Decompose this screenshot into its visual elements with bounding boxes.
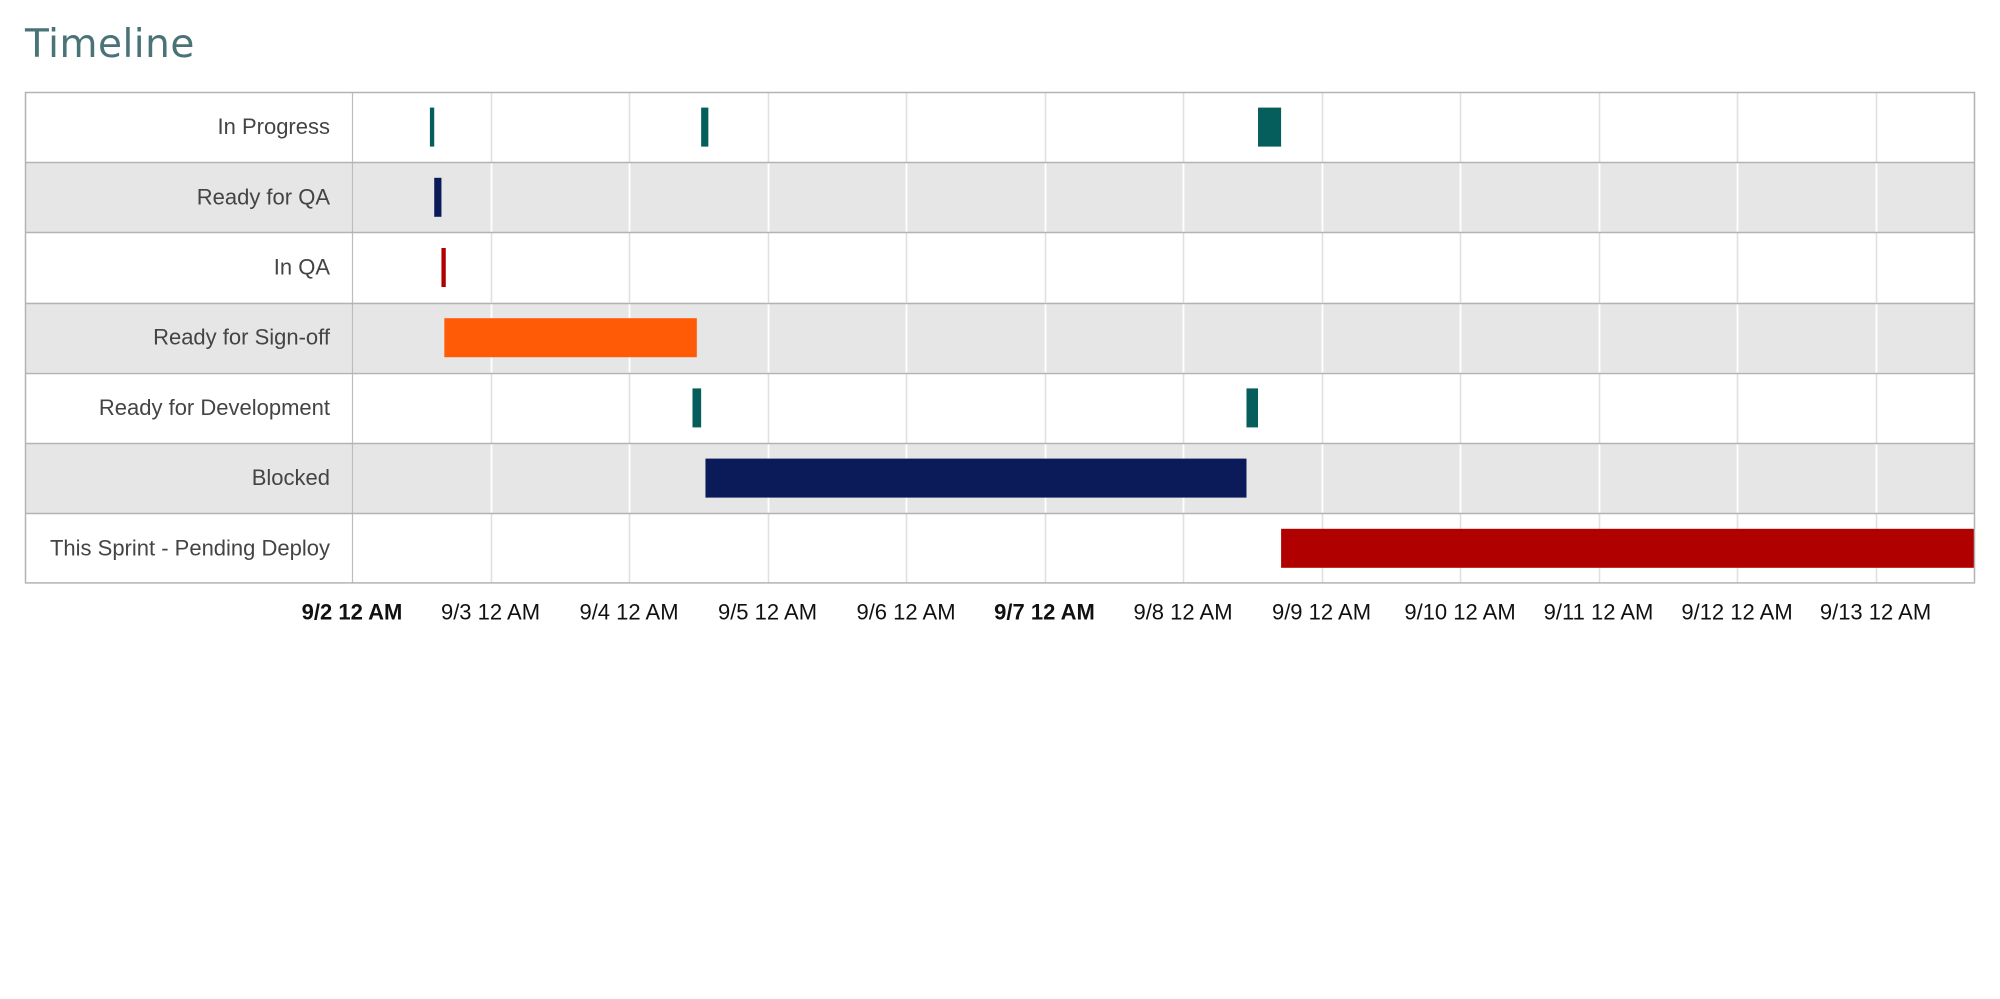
- bar-ready-for-sign-off[interactable]: [444, 318, 697, 358]
- row-band-ready-for-development: [25, 372, 1975, 443]
- x-tick-label: 9/2 12 AM: [302, 599, 403, 624]
- bar-in-qa[interactable]: [441, 248, 446, 287]
- bar-ready-for-development[interactable]: [1246, 388, 1259, 428]
- chart-frame: [24, 91, 1976, 584]
- bar-in-progress[interactable]: [701, 107, 709, 147]
- bar-this-sprint-pending-deploy[interactable]: [1281, 528, 1975, 568]
- x-tick-label: 9/6 12 AM: [856, 599, 955, 624]
- row-label-this-sprint-pending-deploy: This Sprint - Pending Deploy: [50, 535, 330, 560]
- tick-label-layer: 9/2 12 AM 9/3 12 AM 9/4 12 AM 9/5 12 AM 9/6 …: [302, 599, 1932, 624]
- bar-blocked[interactable]: [705, 458, 1247, 498]
- row-band-in-qa: [25, 232, 1975, 303]
- row-backgrounds: [25, 92, 1975, 584]
- x-tick-label: 9/8 12 AM: [1133, 599, 1232, 624]
- x-tick-label: 9/3 12 AM: [441, 599, 540, 624]
- row-label-ready-for-qa: Ready for QA: [197, 184, 331, 209]
- chart-border: [24, 91, 1976, 584]
- row-band-ready-for-qa: [25, 162, 1975, 233]
- row-label-in-progress: In Progress: [218, 114, 331, 139]
- bar-in-progress[interactable]: [1258, 107, 1282, 147]
- row-label-ready-for-sign-off: Ready for Sign-off: [153, 325, 331, 350]
- row-band-in-progress: [25, 92, 1975, 163]
- x-tick-label: 9/10 12 AM: [1404, 599, 1515, 624]
- row-label-in-qa: In QA: [274, 255, 331, 280]
- row-label-blocked: Blocked: [252, 465, 330, 490]
- x-tick-label: 9/7 12 AM: [994, 599, 1095, 624]
- row-label-ready-for-development: Ready for Development: [99, 395, 330, 420]
- bar-ready-for-qa[interactable]: [434, 177, 442, 217]
- x-tick-label: 9/5 12 AM: [718, 599, 817, 624]
- bar-ready-for-development[interactable]: [692, 388, 702, 428]
- row-band-ready-for-sign-off: [25, 302, 1975, 373]
- x-tick-label: 9/4 12 AM: [579, 599, 678, 624]
- x-tick-label: 9/9 12 AM: [1272, 599, 1371, 624]
- x-tick-label: 9/12 12 AM: [1681, 599, 1792, 624]
- row-label-layer: In Progress Ready for QA In QA Ready for Si…: [50, 114, 331, 560]
- bar-in-progress[interactable]: [429, 107, 435, 147]
- page-title: Timeline: [25, 22, 195, 67]
- x-tick-label: 9/13 12 AM: [1820, 599, 1931, 624]
- x-tick-label: 9/11 12 AM: [1544, 599, 1654, 624]
- grid-lines: [351, 92, 1878, 584]
- bar-layer: [429, 107, 1975, 568]
